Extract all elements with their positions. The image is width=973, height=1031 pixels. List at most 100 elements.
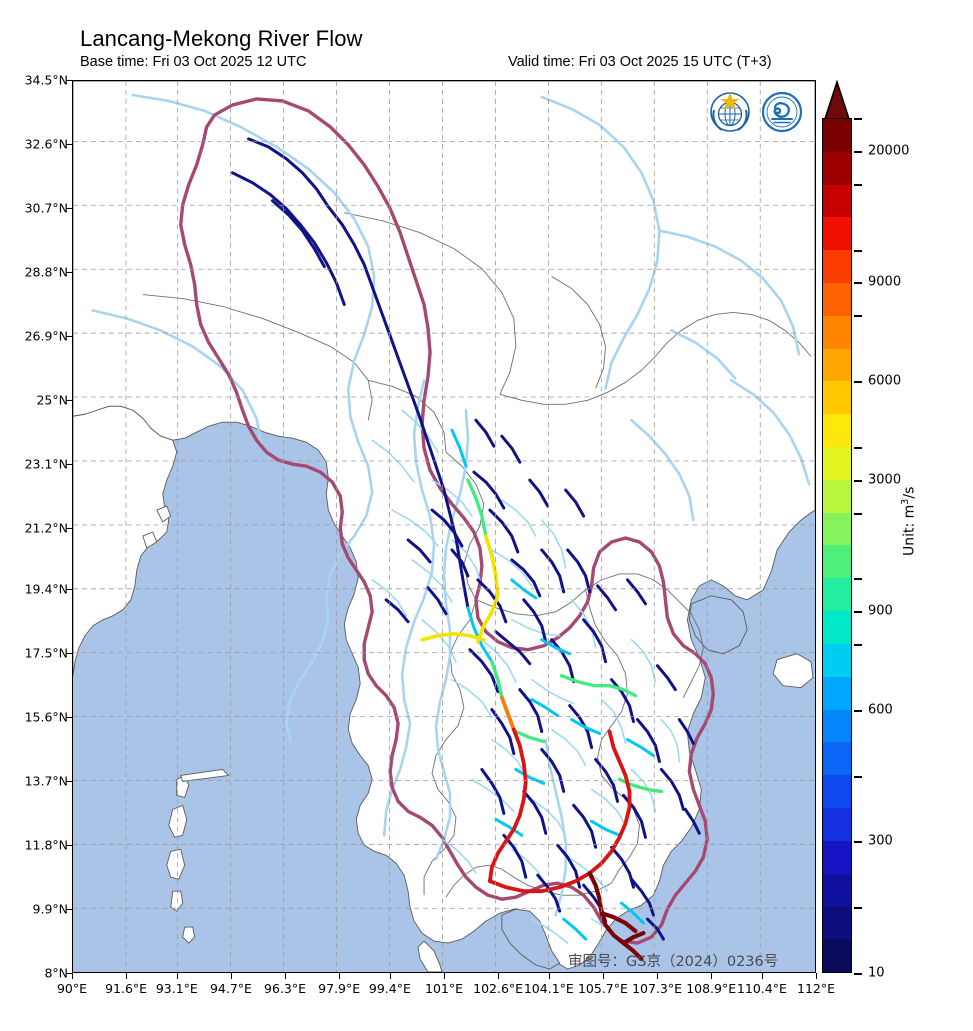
longitude-tick-mark — [498, 973, 500, 979]
longitude-tick-label: 96.3°E — [264, 981, 307, 996]
longitude-tick-label: 110.4°E — [736, 981, 787, 996]
basin-outline-path — [179, 97, 715, 945]
longitude-tick-label: 91.6°E — [105, 981, 148, 996]
longitude-tick-mark — [230, 973, 232, 979]
malay-peninsula — [417, 940, 443, 972]
latitude-tick-label: 21.2°N — [24, 520, 68, 536]
colorbar-tick-label: 9000 — [868, 274, 902, 290]
colorbar-band — [823, 643, 851, 677]
colorbar-band — [823, 939, 851, 972]
colorbar-tick-mark — [854, 183, 862, 186]
latitude-tick-label: 17.5°N — [24, 645, 68, 661]
colorbar-band — [823, 512, 851, 546]
latitude-tick-label: 32.6°N — [24, 136, 68, 152]
nicobar-island — [182, 926, 196, 944]
colorbar-tick-mark — [854, 446, 862, 449]
coastal-islet-1 — [156, 505, 172, 523]
latitude-tick-label: 23.1°N — [24, 456, 68, 472]
colorbar-band — [823, 348, 851, 382]
colorbar-tick-mark — [854, 315, 862, 318]
longitude-tick-mark — [548, 973, 550, 979]
colorbar-tick-mark — [854, 282, 862, 285]
colorbar[interactable] — [822, 118, 852, 973]
longitude-tick-label: 101°E — [424, 981, 464, 996]
river-flow-map — [73, 81, 815, 972]
latitude-tick-label: 15.6°N — [24, 709, 68, 725]
longitude-tick-mark — [761, 973, 763, 979]
colorbar-tick-mark — [854, 578, 862, 581]
colorbar-tick-mark — [854, 249, 862, 252]
colorbar-tick-mark — [854, 644, 862, 647]
colorbar-tick-label: 600 — [868, 702, 893, 718]
colorbar-tick-mark — [854, 118, 862, 120]
longitude-tick-label: 99.4°E — [368, 981, 411, 996]
colorbar-band — [823, 414, 851, 447]
colorbar-band — [823, 282, 851, 316]
latitude-tick-label: 34.5°N — [24, 72, 68, 88]
andaman-island-4 — [170, 890, 184, 912]
colorbar-band — [823, 611, 851, 644]
colorbar-tick-label: 6000 — [868, 373, 902, 389]
latitude-tick-label: 26.9°N — [24, 328, 68, 344]
longitude-tick-label: 112°E — [796, 981, 836, 996]
colorbar-tick-mark — [854, 150, 862, 153]
basin-fine-tributaries — [371, 409, 681, 944]
colorbar-tick-label: 3000 — [868, 472, 902, 488]
andaman-island-3 — [166, 848, 186, 880]
colorbar-band — [823, 151, 851, 185]
longitude-tick-mark — [339, 973, 341, 979]
latitude-tick-label: 9.9°N — [32, 901, 68, 917]
hainan-island — [772, 653, 814, 689]
latitude-tick-label: 30.7°N — [24, 200, 68, 216]
latitude-tick-label: 11.8°N — [24, 837, 68, 853]
colorbar-extend-arrow — [822, 79, 852, 120]
india-bangladesh-landmass — [73, 405, 178, 677]
colorbar-band — [823, 217, 851, 251]
longitude-tick-mark — [389, 973, 391, 979]
colorbar-band — [823, 578, 851, 612]
latitude-tick-label: 8°N — [44, 965, 68, 981]
map-approval-watermark: 审图号：GS京（2024）0236号 — [568, 954, 779, 970]
colorbar-band — [823, 709, 851, 743]
colorbar-tick-mark — [854, 973, 862, 975]
colorbar-unit-label: Unit: m3/s — [900, 486, 918, 556]
gulf-of-tonkin — [688, 595, 748, 655]
longitude-tick-mark — [602, 973, 604, 979]
longitude-tick-mark — [816, 973, 817, 979]
colorbar-band — [823, 775, 851, 808]
colorbar-tick-mark — [854, 611, 862, 614]
colorbar-tick-label: 900 — [868, 603, 893, 619]
colorbar-band — [823, 447, 851, 480]
longitude-tick-label: 105.7°E — [577, 981, 628, 996]
latitude-axis-labels: 8°N 9.9°N 11.8°N 13.7°N 15.6°N 17.5°N 19.4°N 21… — [0, 0, 68, 1031]
base-time-label: Base time: Fri 03 Oct 2025 12 UTC — [80, 54, 307, 70]
colorbar-band — [823, 906, 851, 940]
river-band-yellow-flow — [420, 534, 500, 644]
map-plot-area[interactable] — [72, 80, 816, 973]
latitude-tick-label: 28.8°N — [24, 264, 68, 280]
colorbar-band — [823, 807, 851, 841]
colorbar-band — [823, 250, 851, 283]
longitude-tick-mark — [126, 973, 128, 979]
longitude-tick-mark — [72, 973, 73, 979]
longitude-tick-label: 102.6°E — [473, 981, 524, 996]
colorbar-tick-mark — [854, 512, 862, 515]
colorbar-tick-mark — [854, 479, 862, 482]
colorbar-tick-mark — [854, 381, 862, 384]
narrow-island-strip — [180, 769, 230, 782]
river-band-orange-flow — [499, 695, 516, 732]
colorbar-band — [823, 381, 851, 415]
colorbar-band — [823, 676, 851, 710]
colorbar-band — [823, 742, 851, 776]
latitude-tick-label: 13.7°N — [24, 773, 68, 789]
logo-group — [706, 88, 806, 136]
colorbar-band — [823, 184, 851, 218]
longitude-tick-mark — [176, 973, 178, 979]
longitude-tick-label: 104.1°E — [523, 981, 574, 996]
page-title: Lancang-Mekong River Flow — [80, 26, 363, 51]
longitude-tick-mark — [285, 973, 287, 979]
longitude-tick-label: 94.7°E — [209, 981, 252, 996]
cma-logo — [761, 91, 803, 133]
mekong-basin-boundary — [179, 97, 715, 945]
valid-time-label: Valid time: Fri 03 Oct 2025 15 UTC (T+3) — [508, 54, 772, 70]
